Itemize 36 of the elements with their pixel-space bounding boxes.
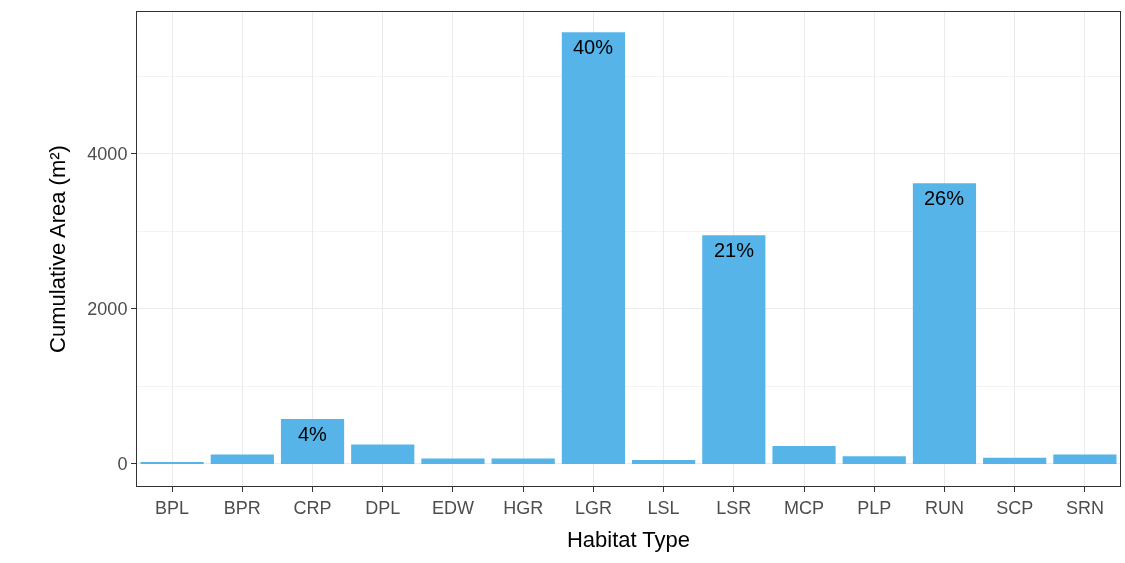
x-tick-label: DPL — [365, 497, 401, 518]
x-tick-label: HGR — [503, 497, 544, 518]
x-tick-label: BPL — [155, 497, 190, 518]
annotation: 40% — [573, 36, 614, 58]
bar — [491, 458, 555, 464]
bar — [561, 32, 625, 464]
y-tick-label: 0 — [117, 454, 128, 475]
annotation: 21% — [714, 239, 755, 261]
bar — [421, 458, 485, 464]
x-tick-label: SCP — [996, 497, 1034, 518]
y-tick-label: 2000 — [87, 299, 128, 320]
y-axis-title: Cumulative Area (m²) — [45, 145, 71, 353]
bar — [632, 460, 696, 464]
bar — [702, 235, 766, 464]
x-tick-label: RUN — [924, 497, 964, 518]
x-tick-label: EDW — [431, 497, 474, 518]
bar — [983, 457, 1047, 464]
annotation: 4% — [298, 423, 328, 445]
bar — [842, 456, 906, 464]
y-tick-label: 4000 — [87, 144, 128, 165]
x-tick-label: LSR — [716, 497, 752, 518]
bar — [210, 454, 274, 464]
bar — [772, 446, 836, 464]
bar — [280, 418, 345, 464]
x-axis-title: Habitat Type — [566, 527, 691, 553]
bar — [912, 183, 977, 464]
x-tick-label: PLP — [857, 497, 892, 518]
x-tick-label: SRN — [1065, 497, 1104, 518]
x-tick-label: CRP — [293, 497, 332, 518]
annotation: 26% — [924, 187, 965, 209]
bar — [1053, 454, 1117, 464]
x-tick-label: LSL — [647, 497, 680, 518]
x-tick-label: MCP — [784, 497, 825, 518]
x-tick-label: BPR — [223, 497, 261, 518]
x-tick-label: LGR — [574, 497, 612, 518]
bar — [351, 444, 415, 464]
